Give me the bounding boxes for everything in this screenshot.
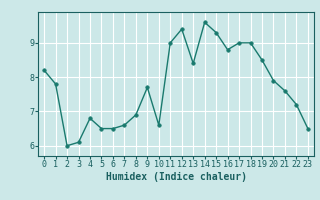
X-axis label: Humidex (Indice chaleur): Humidex (Indice chaleur) [106, 172, 246, 182]
